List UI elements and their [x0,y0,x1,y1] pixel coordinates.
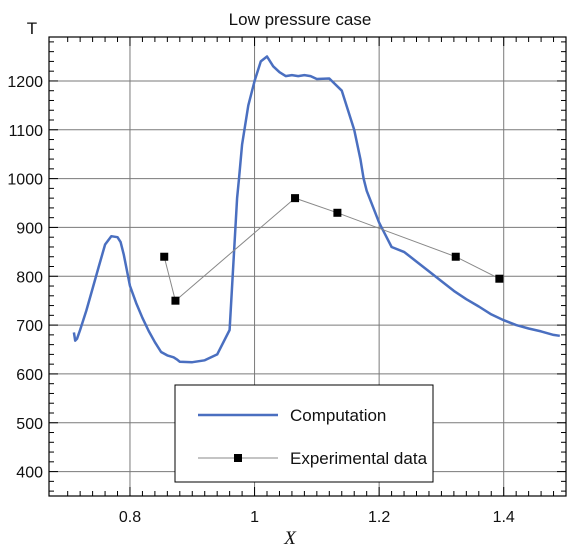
y-tick-label-1: 500 [16,416,43,433]
series-line-experimental [163,197,500,302]
series-line-computation [72,55,560,364]
experimental-point-3 [333,208,342,217]
x-axis-label: X [283,528,297,549]
y-tick-label-6: 1000 [7,172,43,189]
x-tick-label-1: 1 [250,509,259,526]
series-group [72,55,560,364]
legend-experimental-swatch-marker [234,454,242,462]
y-tick-label-0: 400 [16,465,43,482]
x-tick-label-0: 0.8 [119,509,141,526]
experimental-point-1 [171,296,180,305]
experimental-point-2 [291,194,300,203]
y-tick-label-2: 600 [16,367,43,384]
legend-computation-label: Computation [290,406,386,425]
legend-box [174,384,434,483]
y-tick-label-5: 900 [16,220,43,237]
chart-title: Low pressure case [229,10,372,29]
legend: Computation Experimental data [174,384,434,483]
y-tick-label-7: 1100 [9,123,44,140]
experimental-point-4 [451,252,460,261]
experimental-point-0 [160,252,169,261]
y-axis-label: T [27,19,37,38]
y-tick-label-3: 700 [16,318,43,335]
y-tick-label-4: 800 [16,269,43,286]
experimental-point-5 [495,274,504,283]
y-tick-label-8: 1200 [7,74,43,91]
legend-experimental-label: Experimental data [290,449,428,468]
x-tick-label-2: 1.2 [368,509,390,526]
axis-ticks: 0.8 1 1.2 1.4 400 500 600 700 800 900 1000 1100 1200 [7,37,566,526]
x-tick-label-3: 1.4 [493,509,515,526]
